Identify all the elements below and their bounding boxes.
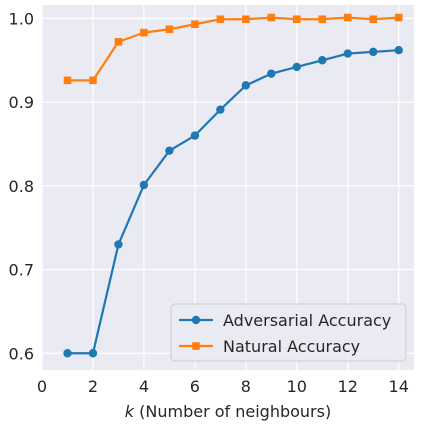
data-point	[242, 15, 250, 24]
x-tick-label: 12	[338, 377, 358, 396]
data-point	[88, 349, 98, 358]
data-point	[165, 25, 174, 34]
data-point	[139, 180, 149, 190]
data-point	[394, 46, 403, 55]
y-tick-labels: 0.6 0.7 0.8 0.9 1.0	[9, 9, 34, 363]
data-point	[369, 47, 378, 57]
legend-box	[170, 303, 407, 362]
data-point	[89, 76, 97, 85]
data-point	[343, 13, 352, 22]
series-1	[63, 13, 403, 85]
series-layer	[63, 13, 403, 358]
data-point	[343, 49, 352, 58]
x-axis-label: k (Number of neighbours)	[125, 402, 331, 421]
data-point	[318, 15, 327, 24]
data-point	[292, 62, 301, 72]
x-axis-label-text: (Number of neighbours)	[134, 402, 331, 421]
series-line	[67, 16, 399, 82]
y-tick-label: 0.6	[9, 344, 34, 363]
x-tick-label: 14	[389, 377, 409, 396]
data-point	[63, 76, 72, 85]
data-point	[292, 15, 301, 24]
data-point	[140, 28, 148, 37]
data-point	[267, 13, 276, 22]
data-point	[216, 15, 225, 24]
x-tick-label: 8	[241, 377, 251, 396]
x-axis-label-variable: k	[125, 402, 135, 421]
data-point	[114, 38, 123, 46]
x-tick-label: 10	[287, 377, 307, 396]
x-tick-label: 4	[139, 377, 149, 396]
y-tick-label: 0.9	[9, 93, 34, 112]
x-tick-label: 2	[88, 377, 98, 396]
data-point	[394, 13, 403, 22]
series-line	[67, 49, 399, 355]
legend-label: Adversarial Accuracy	[223, 311, 391, 330]
y-tick-label: 1.0	[9, 9, 34, 28]
data-point	[267, 69, 276, 78]
legend-marker	[191, 315, 201, 325]
data-point	[369, 15, 378, 24]
data-point	[165, 146, 174, 155]
data-point	[190, 131, 200, 140]
data-point	[318, 56, 327, 65]
data-point	[191, 20, 199, 29]
x-tick-label: 6	[190, 377, 200, 396]
data-point	[241, 81, 251, 90]
x-tick-label: 0	[37, 377, 47, 396]
series-0	[63, 46, 403, 358]
data-point	[216, 105, 225, 114]
legend: Adversarial Accuracy Natural Accuracy	[170, 303, 407, 362]
data-point	[114, 240, 123, 249]
legend-marker	[192, 342, 200, 350]
x-tick-labels: 0 2 4 6 8 10 12 14	[37, 377, 409, 396]
y-tick-label: 0.8	[9, 177, 34, 196]
legend-label: Natural Accuracy	[223, 337, 360, 356]
data-point	[63, 349, 72, 358]
y-tick-label: 0.7	[9, 261, 34, 280]
